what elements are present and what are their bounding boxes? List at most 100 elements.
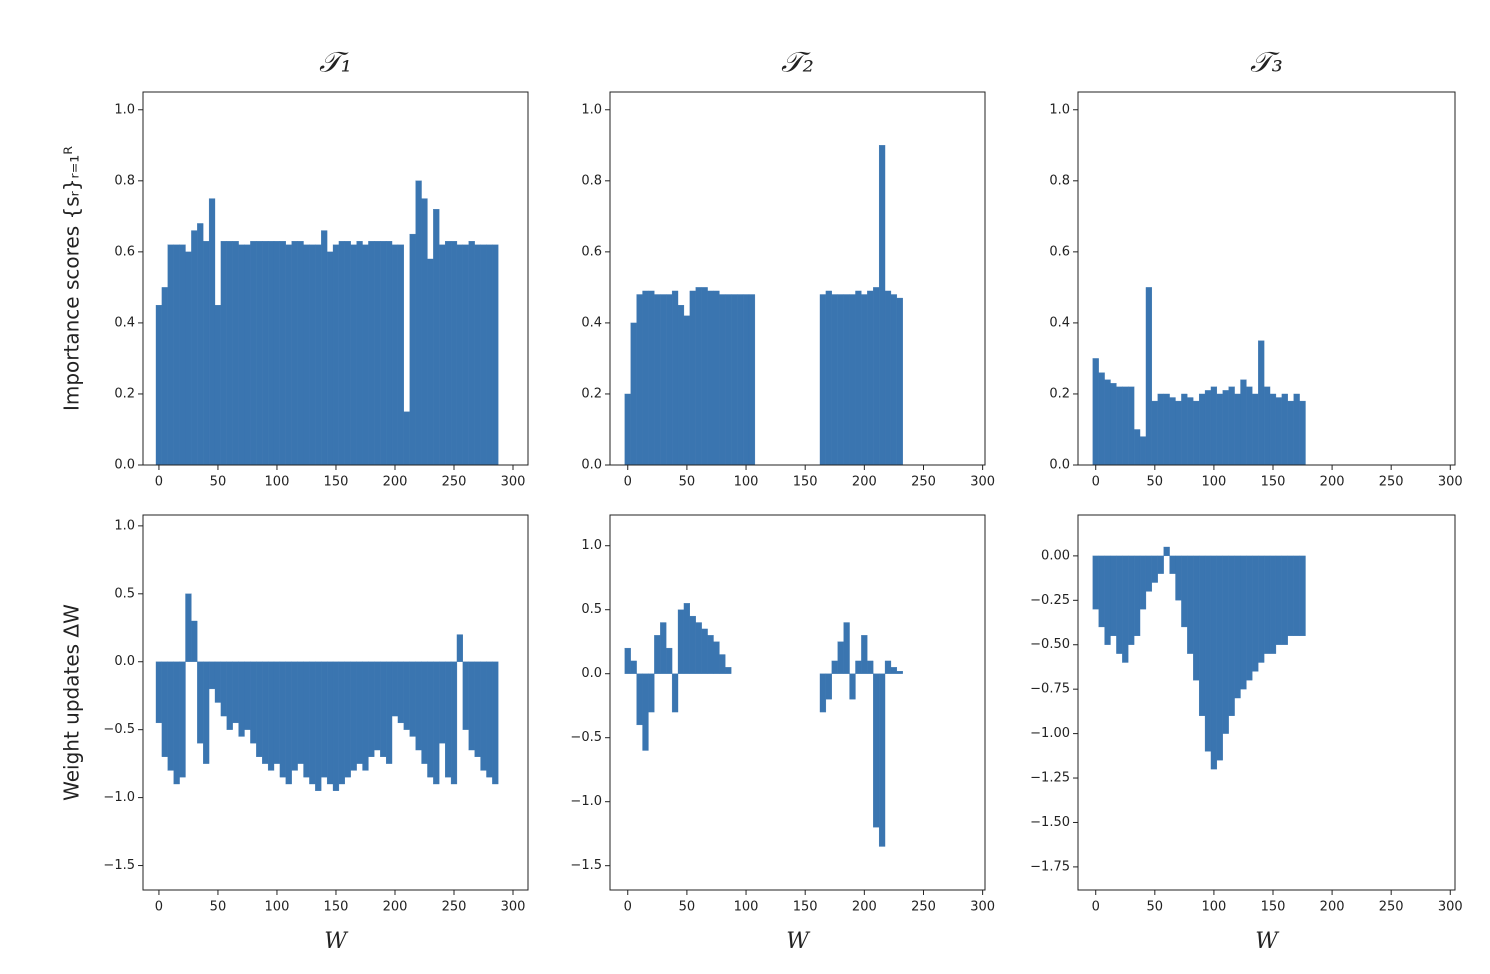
bar xyxy=(867,290,874,466)
bar xyxy=(232,241,239,466)
bar xyxy=(1269,555,1277,654)
bar xyxy=(843,622,850,674)
bar xyxy=(486,661,493,778)
bar xyxy=(267,661,275,771)
bar xyxy=(173,661,180,785)
bar xyxy=(179,244,186,466)
bar xyxy=(695,287,702,466)
bar xyxy=(309,661,316,785)
bar xyxy=(843,294,850,466)
bar xyxy=(297,661,304,764)
axes-frame xyxy=(609,514,986,891)
bar xyxy=(185,593,192,662)
bar xyxy=(332,661,340,791)
bar xyxy=(285,661,292,785)
bar xyxy=(1187,397,1194,466)
y-axis-label: Weight updates ΔW xyxy=(60,604,84,801)
bar xyxy=(1169,397,1176,466)
bar xyxy=(867,660,874,674)
bar xyxy=(719,654,726,674)
bar xyxy=(725,667,732,674)
bar xyxy=(642,673,649,751)
bar xyxy=(226,661,233,730)
y-tick-label: −0.75 xyxy=(1030,682,1070,697)
y-tick-label: 0.0 xyxy=(114,458,135,473)
bar xyxy=(825,290,832,466)
bar xyxy=(1258,340,1265,466)
bar xyxy=(179,661,186,778)
bar xyxy=(191,620,198,662)
bar xyxy=(385,241,393,466)
axes-frame xyxy=(1077,91,1456,466)
bar xyxy=(326,661,334,785)
bar xyxy=(654,635,661,674)
bar xyxy=(409,661,416,737)
x-tick-label: 200 xyxy=(383,900,408,915)
bar xyxy=(624,393,631,466)
bar xyxy=(1193,555,1200,681)
bar xyxy=(1299,400,1306,466)
y-tick-label: 0.4 xyxy=(114,315,135,330)
bar xyxy=(1116,386,1123,466)
bar xyxy=(374,241,381,466)
x-tick-label: 300 xyxy=(501,475,526,490)
bar xyxy=(1222,555,1229,734)
bar xyxy=(1287,555,1294,637)
bar xyxy=(315,661,322,791)
y-tick-label: 0.4 xyxy=(581,315,602,330)
bar xyxy=(878,673,886,847)
y-tick-label: −1.0 xyxy=(103,790,135,805)
bar xyxy=(1181,555,1188,628)
bar xyxy=(1157,555,1164,574)
bar xyxy=(819,294,827,466)
x-axis-label: W xyxy=(1255,929,1280,954)
bar xyxy=(155,661,163,724)
bar xyxy=(256,661,263,757)
bar xyxy=(1110,555,1117,637)
bar xyxy=(214,304,222,466)
bar xyxy=(344,241,351,466)
bar xyxy=(1293,555,1300,637)
bar xyxy=(1193,400,1200,466)
bar xyxy=(1210,386,1218,466)
y-tick-label: −1.25 xyxy=(1030,771,1070,786)
x-tick-label: 50 xyxy=(679,900,696,915)
bar xyxy=(279,241,286,466)
bar xyxy=(1133,555,1141,637)
bar xyxy=(356,661,363,764)
y-tick-label: 0.0 xyxy=(114,654,135,669)
x-tick-label: 0 xyxy=(624,475,632,490)
bar xyxy=(1139,436,1147,466)
bar xyxy=(350,661,357,771)
bar xyxy=(161,287,168,466)
bar xyxy=(1246,386,1253,466)
bar xyxy=(683,603,691,674)
bar xyxy=(884,290,892,466)
bar xyxy=(1122,386,1129,466)
bar xyxy=(203,661,210,764)
y-tick-label: 0.0 xyxy=(581,458,602,473)
bar xyxy=(1222,390,1229,466)
bar xyxy=(677,609,685,674)
bar xyxy=(1275,555,1283,645)
bar xyxy=(1133,429,1141,466)
bar xyxy=(666,294,673,466)
y-tick-label: −0.50 xyxy=(1030,637,1070,652)
bar xyxy=(831,660,838,674)
bar xyxy=(1281,393,1288,466)
bar xyxy=(362,661,369,771)
x-tick-label: 0 xyxy=(155,475,163,490)
bar xyxy=(250,661,257,744)
y-tick-label: −1.0 xyxy=(570,794,602,809)
bar xyxy=(226,241,233,466)
bar xyxy=(397,661,404,724)
bar xyxy=(1122,555,1129,663)
bar xyxy=(1204,555,1212,752)
bar xyxy=(291,661,298,771)
x-tick-label: 0 xyxy=(624,900,632,915)
bar xyxy=(439,244,446,466)
axes-frame xyxy=(609,91,986,466)
bar xyxy=(1252,393,1259,466)
bar xyxy=(689,290,696,466)
x-tick-label: 200 xyxy=(383,475,408,490)
